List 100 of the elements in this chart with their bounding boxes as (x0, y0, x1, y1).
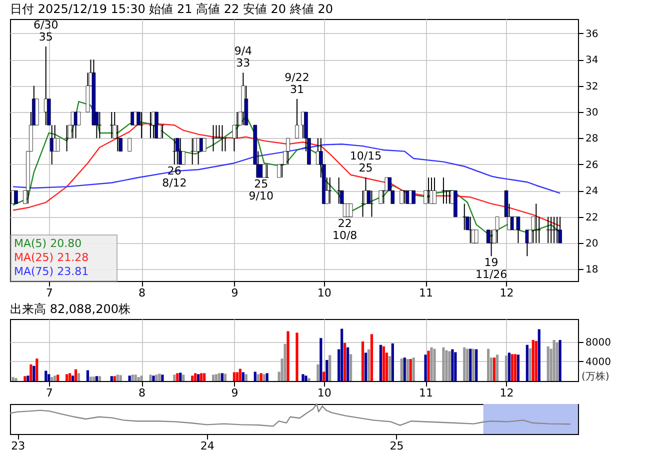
bar (445, 350, 448, 381)
bar (487, 348, 490, 381)
bar (71, 376, 74, 381)
bar (344, 342, 346, 381)
annotation: 25 9/10 (248, 178, 274, 203)
candlestick (262, 164, 266, 178)
bar (194, 373, 197, 381)
y-tick-label: 34 (586, 55, 598, 66)
y-tick-label: 18 (586, 264, 598, 276)
bar (14, 378, 18, 381)
bar (284, 344, 286, 381)
bar (36, 358, 38, 381)
bar (191, 376, 194, 381)
chart-title: 日付 2025/12/19 15:30 始値 21 高値 22 安値 20 終値 20 (10, 2, 333, 16)
bar (322, 372, 326, 381)
x-tick-label: 11 (419, 386, 434, 400)
candlestick (56, 138, 60, 152)
bar (30, 364, 32, 381)
x-tick-label: 23 (11, 440, 26, 452)
text: MA(5) 20.80 (14, 237, 82, 250)
y-tick-label: 20 (586, 238, 598, 250)
bar (128, 376, 131, 381)
bar (514, 354, 517, 381)
bar (367, 349, 370, 381)
bar (534, 340, 538, 381)
bar (424, 354, 427, 381)
x-tick-label: 9 (231, 286, 238, 300)
bar (89, 376, 92, 381)
bar (382, 346, 385, 381)
x-tick-label: 10 (317, 386, 332, 400)
bar (469, 348, 472, 381)
text: MA(75) 23.81 (14, 265, 89, 278)
bar (176, 373, 179, 381)
bar (516, 354, 520, 381)
bar (26, 376, 30, 381)
x-tick-label: 9 (231, 386, 238, 400)
bar (140, 376, 143, 381)
bar (409, 359, 412, 381)
bar (532, 340, 534, 381)
bar (50, 377, 54, 381)
annotation: 9/22 31 (284, 70, 310, 96)
candlestick (489, 229, 494, 257)
bar (546, 346, 550, 381)
bar (558, 340, 562, 381)
bar (412, 358, 415, 381)
bar (466, 348, 469, 381)
bar (442, 347, 445, 381)
bar (510, 354, 514, 381)
bar (48, 374, 50, 381)
bar (433, 348, 436, 381)
x-tick-label: 12 (500, 286, 514, 300)
candlestick (558, 216, 562, 244)
bar (463, 347, 466, 381)
bar (316, 364, 320, 381)
bar (304, 376, 308, 381)
bar (66, 374, 68, 381)
bar (179, 372, 182, 381)
y-tick-label: 8000 (586, 337, 611, 348)
bar (340, 328, 344, 381)
bar (173, 374, 176, 381)
x-tick-label: 25 (390, 440, 404, 452)
y-axis-title: (万株) (582, 370, 610, 382)
bar (451, 349, 454, 381)
bar (260, 373, 262, 381)
bar (98, 376, 101, 381)
candlestick (348, 203, 353, 218)
candlestick (516, 216, 520, 244)
bar (528, 348, 532, 381)
bar (74, 369, 78, 381)
x-tick-label: 10 (317, 286, 332, 300)
x-tick-label: 12 (500, 386, 514, 400)
bar (388, 356, 391, 381)
bar (149, 374, 152, 381)
x-tick-label: 7 (46, 286, 53, 300)
candlestick (378, 190, 383, 204)
x-tick-label: 8 (138, 386, 146, 400)
x-tick-label: 8 (138, 286, 146, 300)
bar (350, 354, 352, 381)
bar (406, 359, 409, 381)
candlestick (176, 138, 180, 165)
bar (220, 373, 224, 381)
bar (110, 376, 113, 381)
bar (32, 366, 36, 381)
chart-title: 出来高 82,088,200株 (10, 302, 131, 316)
bar (214, 374, 218, 381)
bar (403, 358, 406, 381)
bar (472, 348, 475, 381)
y-tick-label: 28 (586, 134, 598, 145)
y-tick-label: 4000 (586, 356, 611, 368)
x-tick-label: 24 (200, 440, 214, 452)
bar (361, 341, 364, 381)
bar (200, 373, 203, 381)
text: MA(25) 21.28 (14, 251, 89, 264)
x-tick-label: 7 (46, 386, 53, 400)
bar (391, 343, 394, 381)
bar (203, 373, 206, 381)
bar (212, 374, 215, 381)
annotation: 6/30 35 (34, 18, 58, 44)
bar (286, 331, 290, 381)
bar (379, 344, 382, 381)
